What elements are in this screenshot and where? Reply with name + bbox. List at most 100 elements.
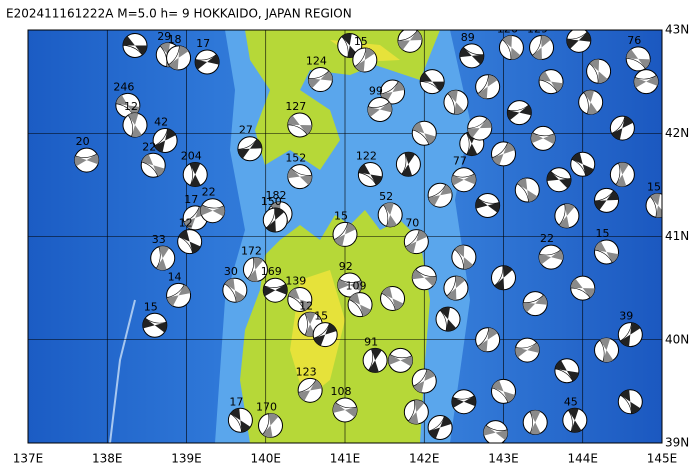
- nodal-band: [358, 172, 377, 186]
- compressional-quadrant: [383, 202, 397, 227]
- compressional-quadrant: [428, 184, 452, 206]
- nodal-band: [571, 159, 587, 176]
- compressional-quadrant: [447, 90, 465, 115]
- lat-label: 40N: [665, 332, 689, 346]
- compressional-quadrant: [483, 425, 508, 440]
- nodal-band: [304, 313, 308, 336]
- focal-mechanism: 14: [166, 270, 192, 308]
- nodal-band: [477, 198, 500, 204]
- focal-mechanism: 150: [261, 195, 288, 233]
- event-label: 20: [76, 135, 90, 148]
- compressional-quadrant: [620, 322, 641, 347]
- focal-mechanism: 27: [237, 124, 263, 162]
- focal-mechanism: [578, 89, 604, 115]
- event-label: 12: [124, 100, 138, 113]
- focal-mechanism: [380, 79, 406, 105]
- focal-mechanism: 15: [352, 35, 378, 73]
- focal-mechanism: 126: [497, 23, 524, 61]
- event-label: 108: [331, 385, 352, 398]
- nodal-band: [368, 101, 390, 108]
- nodal-band: [502, 39, 512, 60]
- focal-mechanism: 18: [166, 33, 192, 71]
- compressional-quadrant: [620, 389, 641, 414]
- nodal-band: [515, 342, 537, 349]
- compressional-quadrant: [200, 204, 225, 217]
- compressional-quadrant: [517, 178, 538, 202]
- focal-mechanism: [380, 285, 406, 311]
- focal-mechanism: 172: [241, 245, 268, 283]
- nodal-band: [159, 45, 168, 67]
- lat-label: 43N: [665, 23, 689, 37]
- nodal-band: [466, 132, 470, 155]
- focal-mechanism: [522, 291, 548, 317]
- focal-mechanism: [522, 409, 548, 435]
- focal-mechanism: 92: [337, 260, 363, 298]
- focal-mechanism: 70: [403, 217, 429, 255]
- focal-mechanism: 129: [527, 23, 555, 61]
- compressional-quadrant: [304, 312, 316, 337]
- nodal-band: [594, 249, 613, 263]
- focal-mechanism: [443, 89, 469, 115]
- event-label: 17: [184, 193, 198, 206]
- focal-mechanism: 108: [331, 385, 358, 423]
- compressional-quadrant: [166, 284, 191, 306]
- compressional-quadrant: [247, 257, 264, 282]
- focal-mechanism: 238: [120, 30, 148, 58]
- focal-mechanism: [387, 347, 413, 373]
- focal-mechanism: [570, 151, 596, 177]
- focal-mechanism: 15: [142, 300, 168, 338]
- nodal-band: [189, 163, 193, 186]
- nodal-band: [566, 31, 588, 40]
- compressional-quadrant: [381, 286, 404, 311]
- compressional-quadrant: [428, 416, 452, 439]
- compressional-quadrant: [122, 36, 147, 55]
- compressional-quadrant: [237, 139, 262, 159]
- focal-mechanism: [514, 337, 540, 363]
- nodal-band: [428, 184, 446, 198]
- focal-mechanism: [586, 58, 612, 84]
- nodal-band: [383, 204, 389, 227]
- compressional-quadrant: [195, 54, 220, 70]
- focal-mechanism: [475, 74, 501, 100]
- compressional-quadrant: [313, 323, 337, 346]
- nodal-band: [583, 92, 589, 114]
- focal-mechanism: 127: [285, 100, 313, 138]
- compressional-quadrant: [230, 408, 251, 433]
- compressional-quadrant: [459, 47, 484, 65]
- compressional-quadrant: [539, 71, 563, 92]
- compressional-quadrant: [287, 168, 312, 186]
- event-label: 45: [564, 395, 578, 408]
- event-label: 126: [497, 23, 518, 36]
- lon-label: 137E: [13, 452, 44, 466]
- compressional-quadrant: [531, 132, 556, 145]
- compressional-quadrant: [168, 45, 189, 70]
- nodal-band: [467, 118, 488, 129]
- event-label: 18: [168, 33, 182, 46]
- nodal-band: [122, 45, 143, 56]
- nodal-band: [339, 278, 361, 283]
- compressional-quadrant: [354, 47, 375, 72]
- compressional-quadrant: [583, 90, 598, 115]
- focal-mechanism: 22: [200, 186, 226, 224]
- lon-label: 140E: [251, 452, 282, 466]
- nodal-band: [615, 163, 621, 185]
- focal-mechanism: 22: [538, 232, 564, 270]
- compressional-quadrant: [467, 118, 492, 138]
- focal-mechanism: 204: [181, 150, 208, 188]
- lat-label: 39N: [665, 436, 689, 450]
- nodal-band: [401, 152, 407, 175]
- compressional-quadrant: [475, 198, 500, 213]
- focal-mechanism: 15: [645, 181, 662, 219]
- event-label: 17: [196, 37, 210, 50]
- compressional-quadrant: [559, 203, 575, 228]
- nodal-band: [141, 161, 159, 177]
- focal-mechanism: 30: [222, 265, 248, 303]
- compressional-quadrant: [566, 31, 591, 49]
- focal-mechanism: 77: [451, 155, 477, 193]
- nodal-band: [523, 294, 544, 303]
- focal-mechanism: [443, 275, 469, 301]
- compressional-quadrant: [515, 342, 540, 358]
- event-label: 129: [527, 23, 548, 36]
- nodal-band: [420, 81, 440, 92]
